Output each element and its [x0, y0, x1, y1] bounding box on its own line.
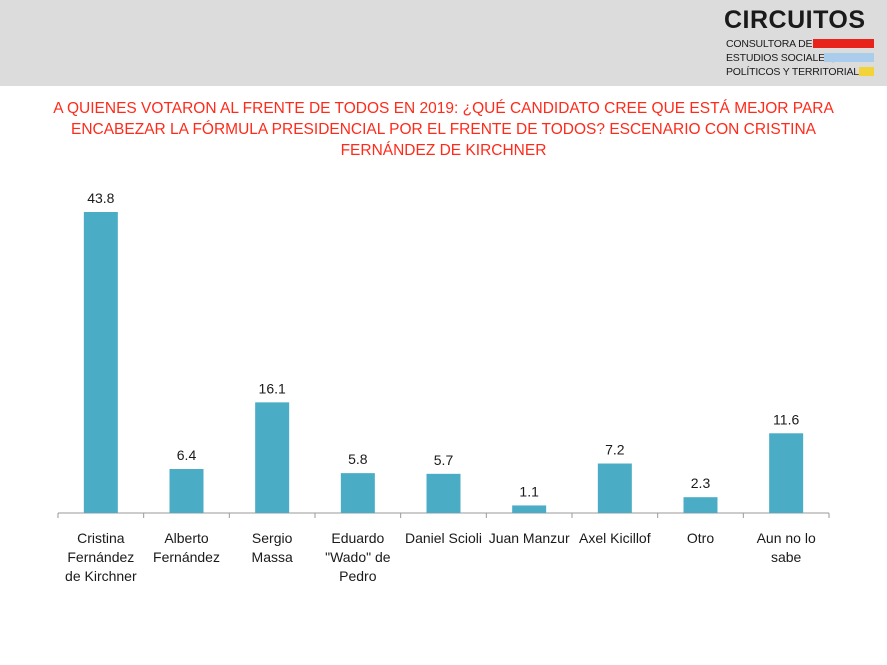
logo-name: CIRCUITOS [724, 6, 866, 34]
category-label: Fernández [67, 549, 134, 565]
logo-blue-bar [824, 53, 874, 62]
bar [769, 433, 804, 513]
category-label: Daniel Scioli [405, 530, 482, 546]
logo-red-bar [813, 39, 874, 48]
category-label: Fernández [153, 549, 220, 565]
bar [340, 473, 375, 513]
data-label: 7.2 [605, 442, 625, 458]
bar [426, 473, 461, 513]
data-label: 11.6 [773, 411, 799, 427]
data-label: 16.1 [259, 380, 286, 396]
category-label: Massa [252, 549, 293, 565]
bar [512, 505, 547, 513]
category-label: Sergio [252, 530, 293, 546]
category-label: de Kirchner [65, 568, 137, 584]
bar [255, 402, 290, 513]
category-label: Pedro [339, 568, 377, 584]
data-label: 6.4 [177, 447, 197, 463]
bar [683, 497, 718, 513]
chart-title: A QUIENES VOTARON AL FRENTE DE TODOS EN … [53, 100, 834, 159]
logo-line-2: ESTUDIOS SOCIALES, [726, 52, 835, 64]
circuitos-logo: CIRCUITOS CONSULTORA DE ESTUDIOS SOCIALE… [724, 6, 879, 82]
data-label: 1.1 [519, 483, 539, 499]
data-label: 43.8 [87, 190, 114, 206]
category-label: Cristina [77, 530, 125, 546]
category-label: "Wado" de [325, 549, 391, 565]
bar [169, 469, 204, 513]
bar [597, 463, 632, 513]
category-label: Eduardo [331, 530, 384, 546]
data-label: 5.8 [348, 451, 368, 467]
category-label: Aun no lo [757, 530, 816, 546]
category-label: Axel Kicillof [579, 530, 651, 546]
category-label: Juan Manzur [489, 530, 570, 546]
category-label: Otro [687, 530, 714, 546]
header-band: CIRCUITOS CONSULTORA DE ESTUDIOS SOCIALE… [0, 0, 887, 86]
data-label: 5.7 [434, 452, 454, 468]
category-label: Alberto [164, 530, 209, 546]
data-label: 2.3 [691, 475, 711, 491]
category-label: sabe [771, 549, 802, 565]
logo-line-3: POLÍTICOS Y TERRITORIALES [726, 66, 873, 78]
logo-yellow-bar [859, 67, 874, 76]
logo-line-1: CONSULTORA DE [726, 38, 813, 50]
bar [83, 212, 118, 513]
